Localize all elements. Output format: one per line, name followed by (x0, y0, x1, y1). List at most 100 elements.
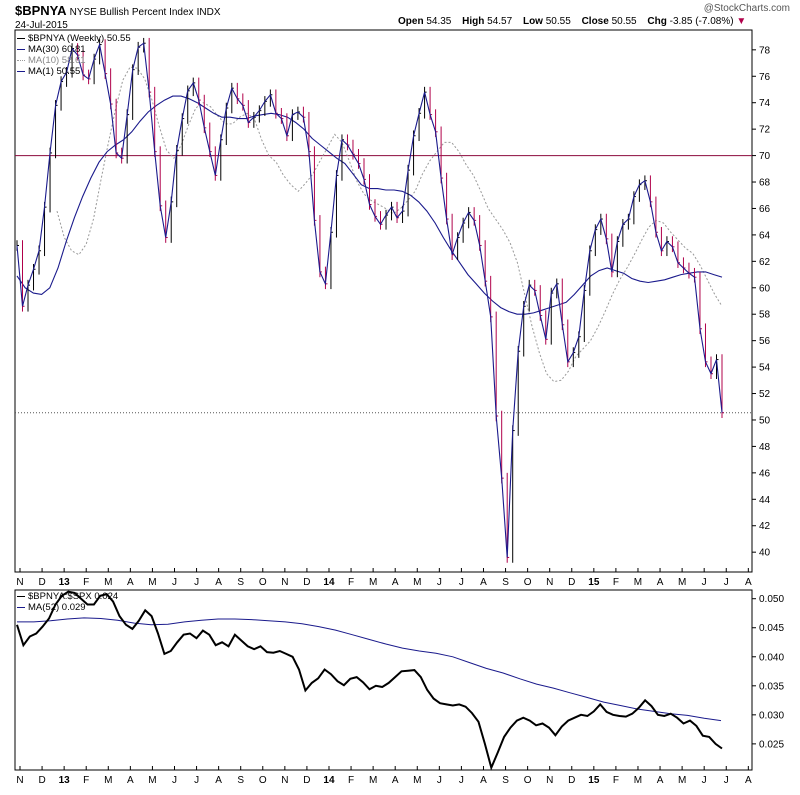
y-tick-label: 70 (759, 151, 771, 162)
x-tick-label: J (459, 577, 464, 588)
watermark: @StockCharts.com (703, 3, 790, 14)
y-tick-label: 44 (759, 495, 771, 506)
y-tick-label: 56 (759, 336, 771, 347)
y-tick-label: 54 (759, 363, 771, 374)
legend-item-ma1: MA(1) 50.55 (17, 66, 131, 77)
legend-label: MA(10) 58.61 (28, 55, 86, 66)
x-tick-label: D (38, 775, 45, 786)
x-tick-label: N (546, 577, 553, 588)
panel-frame (14, 29, 753, 573)
open-value: 54.35 (426, 16, 452, 27)
exchange: INDX (196, 7, 221, 18)
y-tick-label: 0.025 (759, 739, 784, 750)
y-tick-label: 46 (759, 468, 771, 479)
legend-item-ma10: MA(10) 58.61 (17, 55, 131, 66)
x-tick-label: F (83, 775, 89, 786)
x-tick-label: J (437, 577, 442, 588)
x-tick-label: F (348, 577, 354, 588)
x-tick-label: 14 (323, 775, 335, 786)
legend-swatch (17, 596, 25, 597)
y-tick-label: 64 (759, 230, 771, 241)
ohlc-readout: Open 54.35 High 54.57 Low 50.55 Close 50… (398, 16, 746, 27)
x-tick-label: 15 (588, 775, 600, 786)
x-tick-label: M (634, 775, 642, 786)
y-tick-label: 42 (759, 521, 771, 532)
legend-swatch (17, 38, 25, 39)
x-tick-label: 15 (588, 577, 600, 588)
x-tick-label: M (104, 775, 112, 786)
x-tick-label: F (613, 775, 619, 786)
ma1-close-line (16, 42, 723, 558)
x-tick-label: D (303, 577, 310, 588)
y-tick-label: 40 (759, 548, 771, 559)
x-tick-label: 13 (59, 775, 71, 786)
chg-down-arrow-icon: ▼ (736, 16, 747, 27)
x-tick-label: F (348, 775, 354, 786)
x-tick-label: A (215, 577, 222, 588)
high-value: 54.57 (487, 16, 513, 27)
x-tick-label: J (172, 577, 177, 588)
y-tick-label: 74 (759, 98, 771, 109)
legend-swatch (17, 49, 25, 50)
x-tick-label: O (524, 775, 532, 786)
y-tick-label: 62 (759, 257, 771, 268)
x-tick-label: J (194, 775, 199, 786)
chart-header: $BPNYA NYSE Bullish Percent Index INDX (15, 3, 221, 18)
x-tick-label: J (459, 775, 464, 786)
y-tick-label: 52 (759, 389, 771, 400)
legend-label: $BPNYA (Weekly) 50.55 (28, 33, 131, 44)
x-tick-label: A (745, 775, 752, 786)
y-tick-label: 48 (759, 442, 771, 453)
low-value: 50.55 (545, 16, 571, 27)
x-tick-label: A (657, 577, 664, 588)
x-tick-label: O (524, 577, 532, 588)
x-tick-label: A (657, 775, 664, 786)
y-tick-label: 50 (759, 415, 771, 426)
close-value: 50.55 (611, 16, 637, 27)
x-tick-label: N (546, 775, 553, 786)
x-tick-label: A (392, 775, 399, 786)
y-tick-label: 72 (759, 125, 771, 136)
x-tick-label: M (369, 775, 377, 786)
ma10-line (56, 66, 723, 383)
y-tick-label: 0.035 (759, 681, 784, 692)
x-tick-label: N (281, 775, 288, 786)
y-tick-label: 58 (759, 310, 771, 321)
x-tick-label: N (281, 577, 288, 588)
ratio-legend: $BPNYA:$SPX 0.024 MA(52) 0.029 (17, 591, 118, 613)
x-tick-label: S (502, 775, 509, 786)
legend-swatch (17, 60, 25, 61)
x-tick-label: M (413, 775, 421, 786)
x-tick-label: A (392, 577, 399, 588)
x-tick-label: A (480, 577, 487, 588)
x-tick-label: J (172, 775, 177, 786)
y-tick-label: 0.030 (759, 710, 784, 721)
x-tick-label: 14 (323, 577, 335, 588)
y-tick-label: 60 (759, 283, 771, 294)
high-label: High (462, 16, 485, 27)
x-tick-label: S (237, 775, 244, 786)
panel-frame (14, 589, 753, 771)
chg-value: -3.85 (-7.08%) (669, 16, 734, 27)
x-tick-label: M (148, 775, 156, 786)
x-tick-label: M (413, 577, 421, 588)
x-tick-label: J (702, 577, 707, 588)
x-tick-label: A (480, 775, 487, 786)
symbol: $BPNYA (15, 3, 67, 18)
legend-item-price: $BPNYA (Weekly) 50.55 (17, 33, 131, 44)
x-tick-label: D (303, 775, 310, 786)
y-tick-label: 78 (759, 45, 771, 56)
open-label: Open (398, 16, 424, 27)
x-tick-label: N (16, 577, 23, 588)
chart-date: 24-Jul-2015 (15, 20, 68, 31)
x-tick-label: S (502, 577, 509, 588)
x-tick-label: D (38, 577, 45, 588)
x-tick-label: J (437, 775, 442, 786)
x-tick-label: F (83, 577, 89, 588)
ma52-line (17, 617, 722, 722)
chg-label: Chg (647, 16, 667, 27)
legend-swatch (17, 607, 25, 608)
low-label: Low (522, 16, 543, 27)
y-tick-label: 76 (759, 72, 771, 83)
